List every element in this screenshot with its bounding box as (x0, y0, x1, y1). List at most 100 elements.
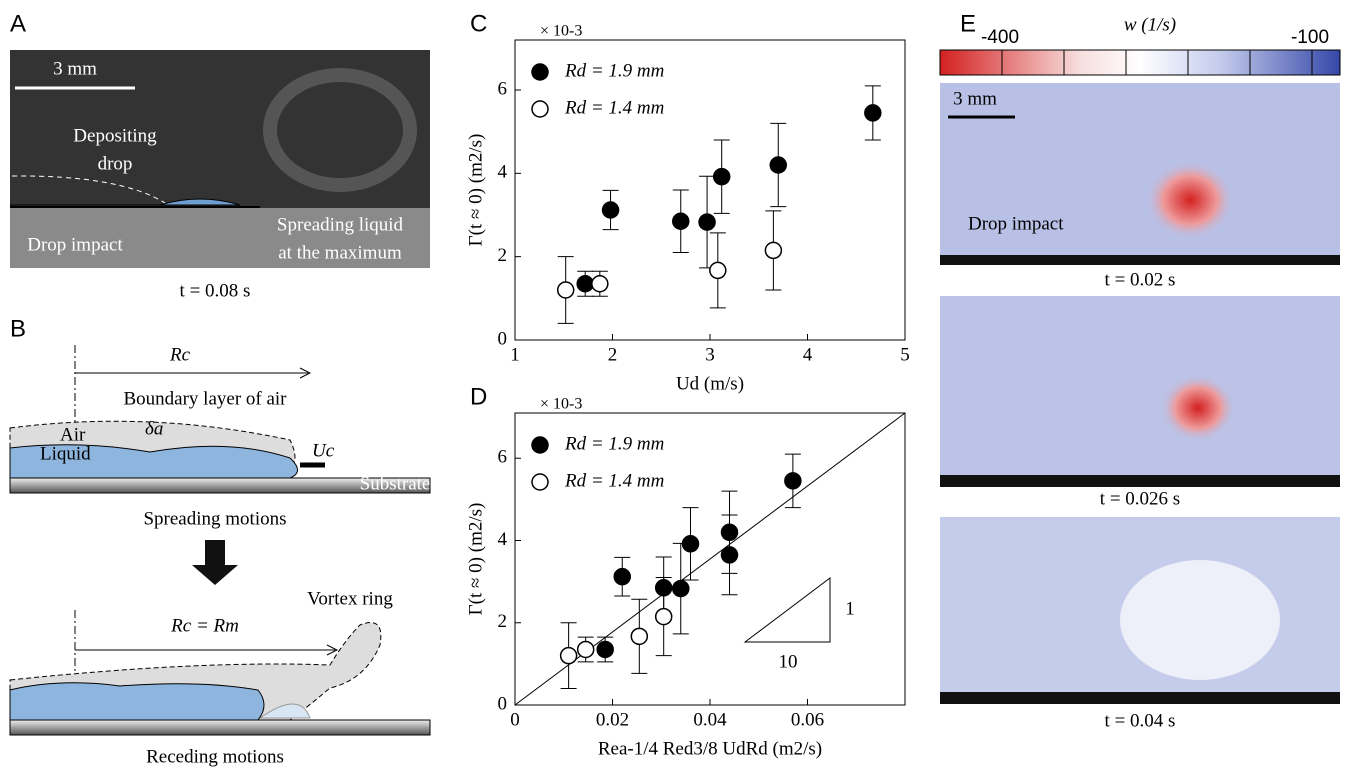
annotation: Spreading liquid (277, 214, 404, 235)
y-tick-label: 0 (498, 693, 508, 714)
label: Vortex ring (307, 588, 393, 609)
x-tick-label: 0.02 (596, 709, 629, 730)
caption: Receding motions (146, 746, 284, 767)
panel-label: E (960, 10, 976, 37)
y-tick-label: 6 (498, 78, 508, 99)
panel-label: C (470, 10, 487, 37)
data-point (672, 212, 690, 230)
x-axis-label: Rea-1/4 Red3/8 UdRd (m2/s) (598, 738, 822, 759)
caption: t = 0.026 s (1100, 488, 1180, 509)
piv-frame (940, 83, 1340, 265)
x-tick-label: 2 (608, 344, 618, 365)
caption: Spreading motions (143, 508, 286, 529)
axis-multiplier: × 10-3 (540, 23, 582, 40)
legend-label: Rd = 1.9 mm (564, 433, 664, 454)
liquid (258, 703, 311, 719)
y-axis-label: Γ(t ≈ 0) (m2/s) (465, 134, 486, 247)
y-axis-label: Γ(t ≈ 0) (m2/s) (465, 503, 486, 616)
arrowhead (299, 367, 312, 379)
panel-label: D (470, 383, 487, 410)
legend-marker (531, 436, 549, 454)
legend-marker (531, 473, 549, 491)
axis-multiplier: × 10-3 (540, 396, 582, 413)
colorbar-label: -400 (981, 27, 1019, 48)
y-tick-label: 2 (498, 611, 508, 632)
x-tick-label: 5 (900, 344, 910, 365)
data-point (654, 607, 673, 626)
drop (10, 198, 241, 206)
liquid (9, 682, 265, 721)
colorbar-label: -100 (1291, 27, 1329, 48)
legend-label: Rd = 1.9 mm (564, 60, 664, 81)
caption: t = 0.04 s (1105, 710, 1176, 731)
label: Uc (312, 440, 335, 461)
piv-frame (940, 296, 1340, 487)
x-tick-label: 0.04 (693, 709, 727, 730)
legend-label: Rd = 1.4 mm (564, 470, 664, 491)
y-tick-label: 6 (498, 447, 508, 468)
colorbar (939, 49, 1341, 76)
piv-frame (940, 517, 1340, 704)
substrate (9, 477, 431, 494)
data-point (698, 213, 716, 231)
colorbar-title: w (1/s) (1124, 14, 1176, 35)
data-point (613, 567, 631, 586)
label: Rc = Rm (170, 615, 239, 636)
y-tick-label: 4 (498, 162, 508, 183)
annotation: Depositing (73, 125, 157, 146)
x-tick-label: 3 (705, 344, 715, 365)
data-point (596, 640, 614, 659)
panel-label: B (10, 315, 26, 342)
legend-label: Rd = 1.4 mm (564, 97, 664, 118)
x-axis-label: Ud (m/s) (676, 373, 744, 394)
slope-label: 10 (779, 651, 798, 672)
data-point (630, 627, 649, 646)
data-point (601, 201, 620, 219)
liquid (9, 444, 298, 479)
fit-line (514, 412, 906, 706)
outline (11, 175, 166, 204)
scale-text: 3 mm (953, 88, 997, 109)
x-tick-label: 0 (510, 709, 520, 730)
data-point (784, 472, 802, 490)
label: Boundary layer of air (123, 388, 287, 409)
scale-text: 3 mm (53, 58, 97, 79)
data-point (591, 275, 609, 293)
label: Air (60, 424, 86, 445)
plot-frame (514, 39, 906, 341)
vortex-shade (263, 68, 417, 192)
data-point (681, 535, 700, 553)
legend-marker (531, 100, 549, 118)
y-tick-label: 2 (498, 245, 508, 266)
reflection (10, 208, 430, 268)
label: Liquid (40, 443, 91, 464)
annotation: drop (98, 153, 133, 174)
data-point (559, 646, 578, 665)
x-tick-label: 0.06 (791, 709, 824, 730)
colorbar-dividers (1001, 50, 1313, 75)
y-tick-label: 4 (498, 529, 508, 550)
caption: t = 0.08 s (180, 280, 251, 301)
data-point (672, 579, 690, 598)
label: Rc (169, 344, 191, 365)
data-point (709, 261, 727, 280)
label: δa (145, 418, 163, 439)
data-point (769, 156, 787, 174)
data-point (720, 546, 739, 564)
data-point (764, 241, 783, 260)
panel-label: A (10, 10, 26, 37)
data-point (864, 104, 882, 122)
x-tick-label: 1 (510, 344, 520, 365)
y-tick-label: 0 (498, 328, 508, 349)
legend-marker (531, 63, 549, 81)
down-arrow (192, 540, 238, 585)
label: Substrate (360, 473, 431, 494)
data-point (712, 167, 731, 186)
caption: t = 0.02 s (1105, 269, 1176, 290)
substrate (9, 719, 431, 736)
data-point (576, 275, 594, 293)
arrowhead (326, 644, 339, 656)
slope-label: 1 (845, 598, 855, 619)
data-point (556, 281, 575, 299)
